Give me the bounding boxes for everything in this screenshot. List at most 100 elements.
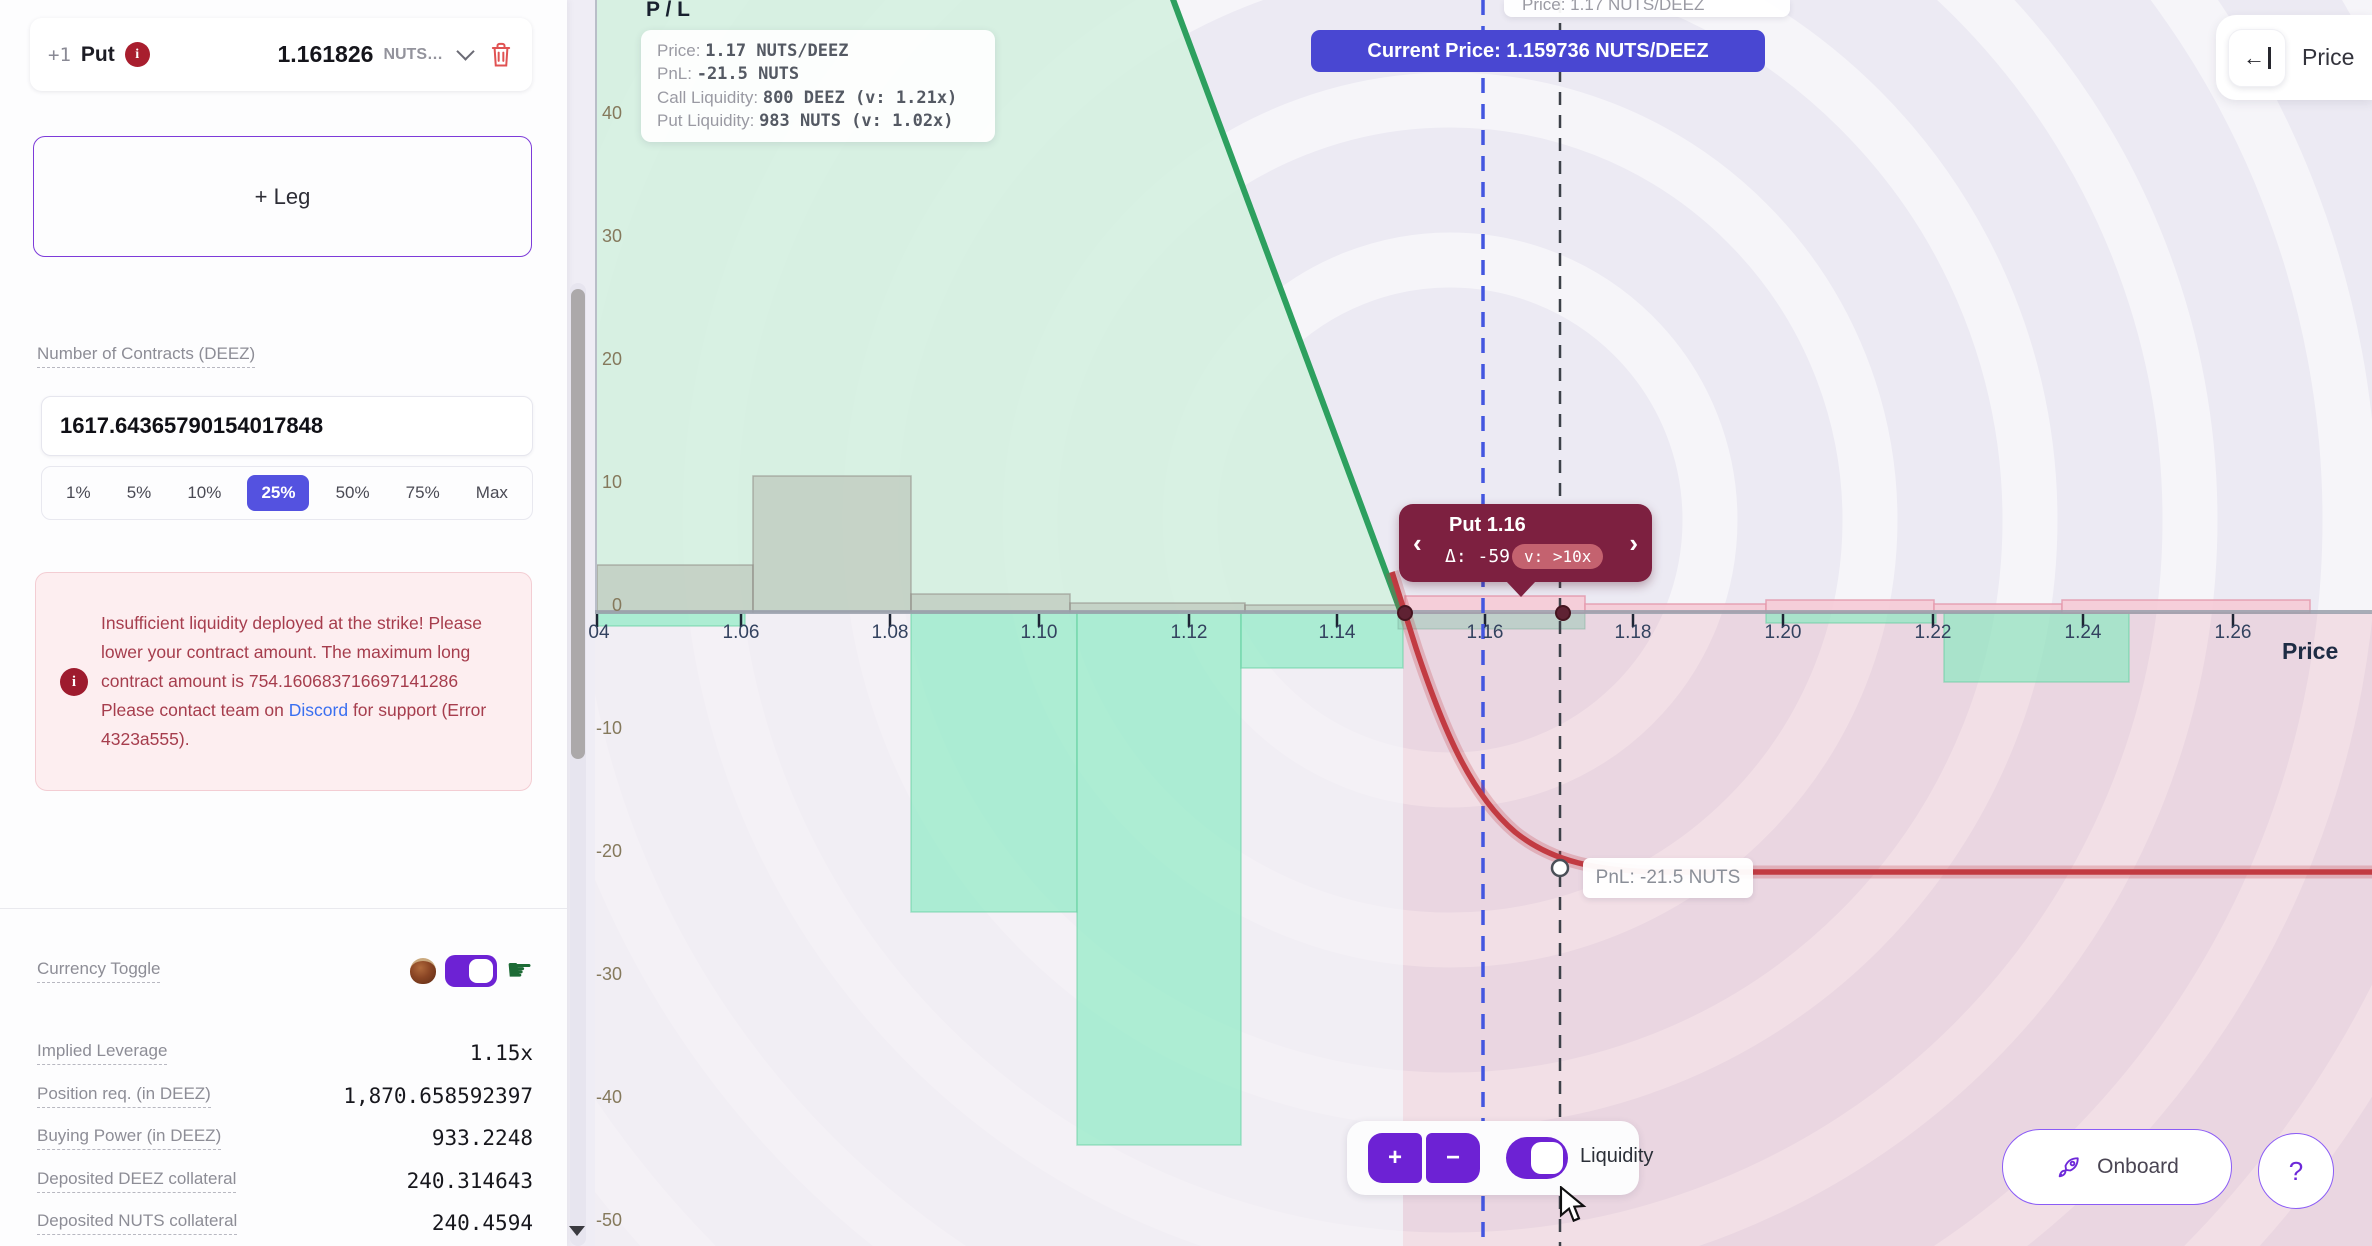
stat-row-implied-leverage: Implied Leverage 1.15x xyxy=(37,1032,533,1075)
hover-tooltip: Price: 1.17 NUTS/DEEZ PnL: -21.5 NUTS Ca… xyxy=(641,30,995,142)
x-axis-ticks xyxy=(595,614,2235,627)
y-tick: 40 xyxy=(601,103,622,123)
strike-delta: Δ: -59 xyxy=(1445,546,1511,567)
percent-row: 1% 5% 10% 25% 50% 75% Max xyxy=(41,466,533,520)
price-panel-label: Price xyxy=(2302,44,2355,70)
tooltip-row: Put Liquidity: 983 NUTS (v: 1.02x) xyxy=(657,111,979,131)
zoom-in-button[interactable]: + xyxy=(1368,1133,1422,1183)
y-tick: 30 xyxy=(601,226,622,246)
error-text-before: Insufficient liquidity deployed at the s… xyxy=(101,612,483,720)
stat-row-nuts-collateral: Deposited NUTS collateral 240.4594 xyxy=(37,1202,533,1245)
tooltip-value: 800 DEEZ (v: 1.21x) xyxy=(762,87,958,108)
leg-card[interactable]: +1 Put i 1.161826 NUTS… xyxy=(30,18,532,91)
collapse-panel-button[interactable]: ← xyxy=(2228,28,2286,87)
x-tick: 1.06 xyxy=(722,622,760,643)
x-tick: 1.24 xyxy=(2064,622,2102,643)
divider xyxy=(0,908,567,909)
y-tick: -20 xyxy=(595,841,622,861)
contracts-label: Number of Contracts (DEEZ) xyxy=(37,344,256,368)
currency-toggle-label: Currency Toggle xyxy=(37,959,161,983)
stat-row-deez-collateral: Deposited DEEZ collateral 240.314643 xyxy=(37,1160,533,1203)
put-liquidity-bars xyxy=(596,612,2130,1146)
y-tick: -50 xyxy=(595,1210,622,1230)
tooltip-value: 983 NUTS (v: 1.02x) xyxy=(759,110,954,131)
stat-value: 240.314643 xyxy=(406,1168,533,1193)
mouse-cursor xyxy=(1559,1186,1587,1222)
call-liquidity-bars xyxy=(596,475,1404,613)
help-button[interactable]: ? xyxy=(2258,1133,2334,1209)
currency-toggle[interactable] xyxy=(445,955,498,987)
chevron-right-icon[interactable]: › xyxy=(1629,528,1638,558)
liquidity-toggle-label: Liquidity xyxy=(1580,1145,1654,1167)
percent-max-button[interactable]: Max xyxy=(466,475,518,511)
tooltip-row: Call Liquidity: 800 DEEZ (v: 1.21x) xyxy=(657,88,979,108)
tooltip-value: -21.5 NUTS xyxy=(696,64,800,85)
leg-strike-price: 1.161826 xyxy=(277,41,374,67)
stats-list: Implied Leverage 1.15x Position req. (in… xyxy=(37,1032,533,1245)
leg-quantity: +1 xyxy=(48,43,71,66)
error-info-icon: i xyxy=(60,668,88,696)
x-tick: 1.22 xyxy=(1914,622,1952,643)
tooltip-pointer xyxy=(1506,581,1536,597)
stat-label: Deposited NUTS collateral xyxy=(37,1211,238,1236)
scroll-down-arrow-icon[interactable] xyxy=(569,1226,585,1236)
percent-5-button[interactable]: 5% xyxy=(117,475,162,511)
x-tick: 1.10 xyxy=(1020,622,1058,643)
y-tick: -10 xyxy=(595,718,622,738)
percent-25-button[interactable]: 25% xyxy=(247,475,310,511)
toggle-knob xyxy=(469,959,494,983)
price-axis-panel: ← Price xyxy=(2216,15,2372,100)
liquidity-toggle[interactable] xyxy=(1506,1137,1568,1179)
leg-price-unit: NUTS… xyxy=(383,45,443,63)
x-tick: 04 xyxy=(588,622,610,643)
leg-type: Put xyxy=(80,42,115,66)
profit-zone-fill xyxy=(595,0,1403,612)
info-icon[interactable]: i xyxy=(124,42,150,67)
stat-value: 1,870.658592397 xyxy=(343,1083,533,1108)
error-text-after: for support (Error 4323a555). xyxy=(101,699,487,749)
tooltip-value: 1.17 NUTS/DEEZ xyxy=(705,41,849,61)
chestnut-icon xyxy=(410,958,437,984)
clipped-tooltip: Price: 1.17 NUTS/DEEZ xyxy=(1504,0,1790,17)
currency-toggle-row: Currency Toggle ☛ xyxy=(37,945,533,997)
trash-icon[interactable] xyxy=(488,41,514,69)
chevron-left-icon[interactable]: ‹ xyxy=(1413,528,1422,558)
x-tick: 1.16 xyxy=(1466,622,1504,643)
y-tick: 10 xyxy=(601,472,622,492)
currency-icons: ☛ xyxy=(410,955,533,987)
percent-50-button[interactable]: 50% xyxy=(326,475,380,511)
tooltip-label: Put Liquidity: xyxy=(657,110,760,130)
stat-row-position-req: Position req. (in DEEZ) 1,870.658592397 xyxy=(37,1075,533,1118)
add-leg-button[interactable]: + Leg xyxy=(33,136,532,257)
percent-1-button[interactable]: 1% xyxy=(56,475,101,511)
y-tick: -40 xyxy=(595,1087,622,1107)
tooltip-row: Price: 1.17 NUTS/DEEZ xyxy=(657,41,979,61)
x-tick: 1.18 xyxy=(1614,622,1652,643)
onboard-button[interactable]: Onboard xyxy=(2002,1129,2232,1205)
rocket-icon xyxy=(2058,1157,2079,1178)
liquidity-controls: + − Liquidity xyxy=(1347,1121,1653,1195)
x-tick: 1.12 xyxy=(1170,622,1208,643)
scrollbar-thumb[interactable] xyxy=(571,289,585,759)
current-price-badge: Current Price: 1.159736 NUTS/DEEZ xyxy=(1311,30,1765,72)
percent-10-button[interactable]: 10% xyxy=(177,475,231,511)
pink-liquidity-strips xyxy=(1404,595,2311,614)
discord-link[interactable]: Discord xyxy=(288,699,349,720)
stat-value: 933.2248 xyxy=(431,1126,533,1151)
percent-75-button[interactable]: 75% xyxy=(396,475,450,511)
pointing-finger-icon: ☛ xyxy=(506,954,533,987)
x-axis-label: Price xyxy=(2282,638,2339,664)
chevron-down-icon[interactable] xyxy=(456,42,475,61)
stat-value: 240.4594 xyxy=(431,1211,533,1236)
hover-point-marker xyxy=(1550,858,1570,878)
zoom-out-button[interactable]: − xyxy=(1426,1133,1480,1183)
contracts-input[interactable]: 1617.64365790154017848 xyxy=(41,396,533,456)
y-tick: 0 xyxy=(611,595,622,615)
sidebar-scrollbar[interactable] xyxy=(570,283,586,1246)
order-sidebar: +1 Put i 1.161826 NUTS… + Leg Number of … xyxy=(0,0,567,1246)
stat-label: Buying Power (in DEEZ) xyxy=(37,1126,222,1151)
error-message: Insufficient liquidity deployed at the s… xyxy=(101,609,506,754)
strike-vol-badge: v: >10x xyxy=(1512,544,1604,569)
